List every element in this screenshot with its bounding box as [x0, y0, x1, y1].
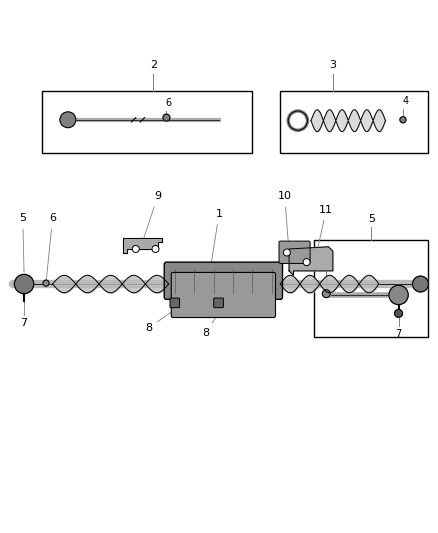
Text: 2: 2: [150, 60, 157, 70]
FancyBboxPatch shape: [164, 262, 283, 300]
Text: 9: 9: [143, 191, 161, 240]
Circle shape: [43, 280, 49, 286]
Text: 6: 6: [46, 213, 56, 280]
Text: 5: 5: [368, 214, 375, 224]
Text: 6: 6: [166, 98, 172, 108]
Circle shape: [389, 285, 408, 304]
Bar: [42, 91, 252, 152]
FancyBboxPatch shape: [171, 272, 276, 318]
Text: 7: 7: [21, 318, 28, 328]
Text: 10: 10: [278, 191, 292, 250]
Circle shape: [152, 246, 159, 253]
Circle shape: [413, 276, 428, 292]
Polygon shape: [123, 238, 162, 253]
Bar: [314, 240, 428, 336]
Text: 5: 5: [19, 213, 26, 272]
Circle shape: [60, 112, 76, 128]
Circle shape: [283, 249, 290, 256]
Circle shape: [322, 290, 330, 297]
Circle shape: [400, 117, 406, 123]
Text: 1: 1: [208, 209, 223, 281]
Circle shape: [14, 274, 34, 294]
Text: 4: 4: [402, 96, 408, 106]
Text: 6: 6: [321, 258, 327, 268]
FancyBboxPatch shape: [214, 298, 223, 308]
Circle shape: [132, 246, 139, 253]
Text: 8: 8: [145, 309, 177, 333]
Text: 3: 3: [329, 60, 336, 70]
Circle shape: [303, 259, 310, 265]
Circle shape: [163, 114, 170, 121]
Bar: [280, 91, 428, 152]
Text: 7: 7: [396, 329, 402, 338]
Circle shape: [395, 310, 403, 317]
Text: 11: 11: [316, 205, 333, 256]
Text: 8: 8: [202, 309, 221, 338]
Polygon shape: [289, 247, 333, 275]
FancyBboxPatch shape: [279, 241, 310, 263]
FancyBboxPatch shape: [170, 298, 180, 308]
